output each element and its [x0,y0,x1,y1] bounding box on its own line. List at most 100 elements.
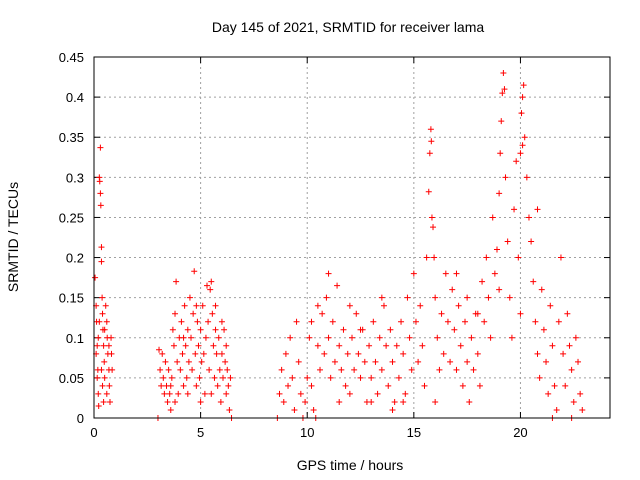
data-point [308,318,315,325]
x-axis-label: GPS time / hours [297,457,404,473]
data-point [579,406,586,413]
data-point [325,270,332,277]
data-point [183,374,190,381]
data-point [306,334,313,341]
data-point [498,118,505,125]
data-point [217,398,224,405]
data-point [523,174,530,181]
data-point [515,254,522,261]
data-point [226,406,233,413]
data-point [395,374,402,381]
data-point [485,294,492,301]
data-point [349,334,355,341]
data-point [276,390,283,397]
data-point [346,302,353,309]
data-point [181,302,188,309]
data-point [314,342,321,349]
data-point [564,310,571,317]
data-point [212,302,219,309]
data-point [109,366,116,373]
data-point [534,350,541,357]
data-point [519,94,526,101]
data-point [184,390,191,397]
data-point [408,366,415,373]
data-point [202,334,209,341]
data-point [172,310,179,317]
data-point [207,286,214,293]
data-point [223,342,230,349]
data-point [193,302,200,309]
data-point [220,374,226,381]
data-point [491,270,498,277]
data-point [540,326,547,333]
data-point [156,346,163,353]
data-point [192,350,199,357]
data-point [436,366,443,373]
y-tick-label: 0 [77,411,84,426]
data-point [205,318,212,325]
data-point [227,374,234,381]
data-point [334,282,341,289]
data-point [308,382,315,389]
data-point [400,398,407,405]
data-point [98,366,105,373]
data-point [218,350,225,357]
data-point [404,294,411,301]
data-point [459,382,466,389]
data-point [165,366,172,373]
data-point [211,374,218,381]
data-point [95,390,102,397]
data-point [170,342,177,349]
chart-title: Day 145 of 2021, SRMTID for receiver lam… [212,19,485,35]
data-point [99,310,106,317]
data-point [372,358,379,365]
data-point [532,318,539,325]
data-point [295,358,302,365]
data-point [357,326,364,333]
data-point [304,374,311,381]
data-point [282,350,289,357]
data-point [158,382,165,389]
data-point [520,82,527,89]
data-point [96,178,103,185]
data-point [346,390,353,397]
data-point [331,358,338,365]
data-point [319,310,326,317]
data-point [280,398,287,405]
data-points [92,70,586,421]
data-point [179,350,186,357]
data-point [206,366,213,373]
data-point [483,254,490,261]
data-point [342,382,349,389]
data-point [197,326,204,333]
data-point [157,366,164,373]
data-point [555,318,562,325]
data-point [106,398,113,405]
y-tick-label: 0.3 [66,170,84,185]
data-point [190,310,197,317]
data-point [338,366,345,373]
data-point [575,358,582,365]
data-point [214,382,221,389]
data-point [530,278,537,285]
x-tick-label: 20 [513,425,527,440]
data-point [200,350,207,357]
data-point [289,374,296,381]
data-point [340,326,347,333]
data-point [223,390,230,397]
data-point [164,398,171,405]
data-point [455,302,462,309]
data-point [425,188,432,195]
data-point [180,382,187,389]
data-point [453,270,460,277]
data-point [410,270,417,277]
data-point [101,358,108,365]
data-point [400,350,407,357]
data-point [423,254,430,261]
data-point [517,150,524,157]
data-point [568,366,575,373]
data-point [417,302,424,309]
data-point [336,342,343,349]
data-point [428,138,435,145]
data-point [193,382,200,389]
